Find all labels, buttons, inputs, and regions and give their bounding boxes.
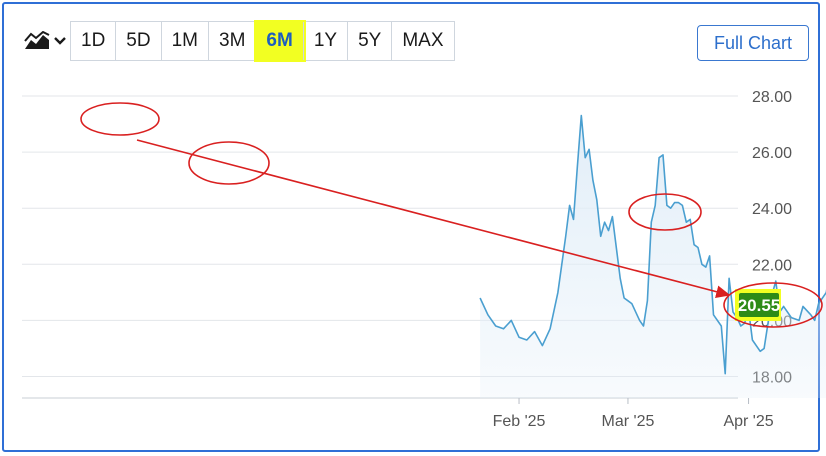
last-value-circle — [723, 282, 823, 328]
y-tick-label: 28.00 — [752, 89, 792, 106]
x-tick-label: Apr '25 — [723, 413, 773, 430]
peak-circle-march — [188, 141, 270, 185]
series-area — [480, 115, 826, 398]
x-tick-label: Feb '25 — [493, 413, 546, 430]
chart-toolbar: 1D 5D 1M 3M 6M 1Y 5Y MAX — [20, 20, 455, 62]
y-tick-label: 26.00 — [752, 145, 792, 162]
last-value-label: 20.55 — [738, 296, 781, 315]
range-1d[interactable]: 1D — [71, 22, 117, 60]
range-3m[interactable]: 3M — [209, 22, 257, 60]
chart-type-selector[interactable] — [20, 22, 70, 60]
full-chart-button[interactable]: Full Chart — [697, 25, 809, 61]
x-tick-label: Mar '25 — [602, 413, 655, 430]
range-1y[interactable]: 1Y — [304, 22, 349, 60]
range-5d[interactable]: 5D — [116, 22, 162, 60]
chevron-down-icon — [54, 37, 66, 45]
range-selector: 1D 5D 1M 3M 6M 1Y 5Y MAX — [70, 20, 455, 62]
y-tick-label: 24.00 — [752, 201, 792, 218]
range-1m[interactable]: 1M — [162, 22, 209, 60]
y-tick-label: 22.00 — [752, 257, 792, 274]
range-5y[interactable]: 5Y — [348, 22, 393, 60]
series-line — [479, 114, 826, 375]
area-chart-icon — [24, 31, 50, 49]
range-max[interactable]: MAX — [402, 30, 444, 51]
downtrend-arrow — [136, 139, 731, 298]
last-value-badge — [739, 292, 779, 317]
peak-circle-february — [80, 102, 160, 136]
peak-circle-july — [628, 193, 702, 231]
range-6m[interactable]: 6M — [254, 20, 306, 62]
